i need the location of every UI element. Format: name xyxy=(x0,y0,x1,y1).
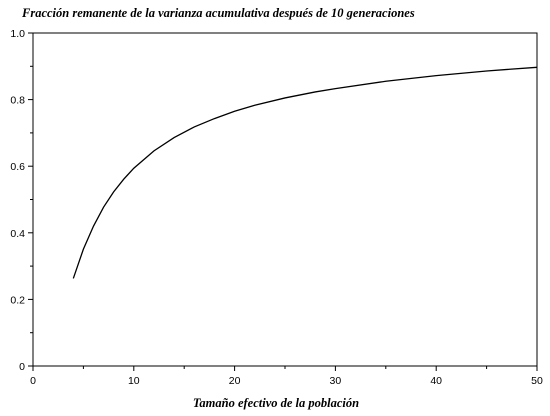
x-tick-label: 10 xyxy=(128,375,140,387)
series-line xyxy=(72,66,538,279)
y-axis: 0 0.2 0.4 0.6 0.8 1.0 xyxy=(10,28,33,373)
x-axis-label: Tamaño efectivo de la población xyxy=(193,396,359,410)
y-tick-label: 0.2 xyxy=(10,294,25,306)
chart-title: Fracción remanente de la varianza acumul… xyxy=(21,6,415,20)
x-tick-label: 0 xyxy=(30,375,36,387)
x-tick-label: 20 xyxy=(229,375,241,387)
data-series xyxy=(72,66,538,279)
x-axis: 0 10 20 30 40 50 xyxy=(30,366,543,387)
y-tick-label: 0.6 xyxy=(10,161,25,173)
y-tick-label: 1.0 xyxy=(10,28,25,40)
y-tick-label: 0.8 xyxy=(10,95,25,107)
x-tick-label: 50 xyxy=(531,375,543,387)
y-tick-label: 0.4 xyxy=(10,228,25,240)
y-tick-label: 0 xyxy=(19,361,25,373)
x-tick-label: 30 xyxy=(330,375,342,387)
x-tick-label: 40 xyxy=(430,375,442,387)
